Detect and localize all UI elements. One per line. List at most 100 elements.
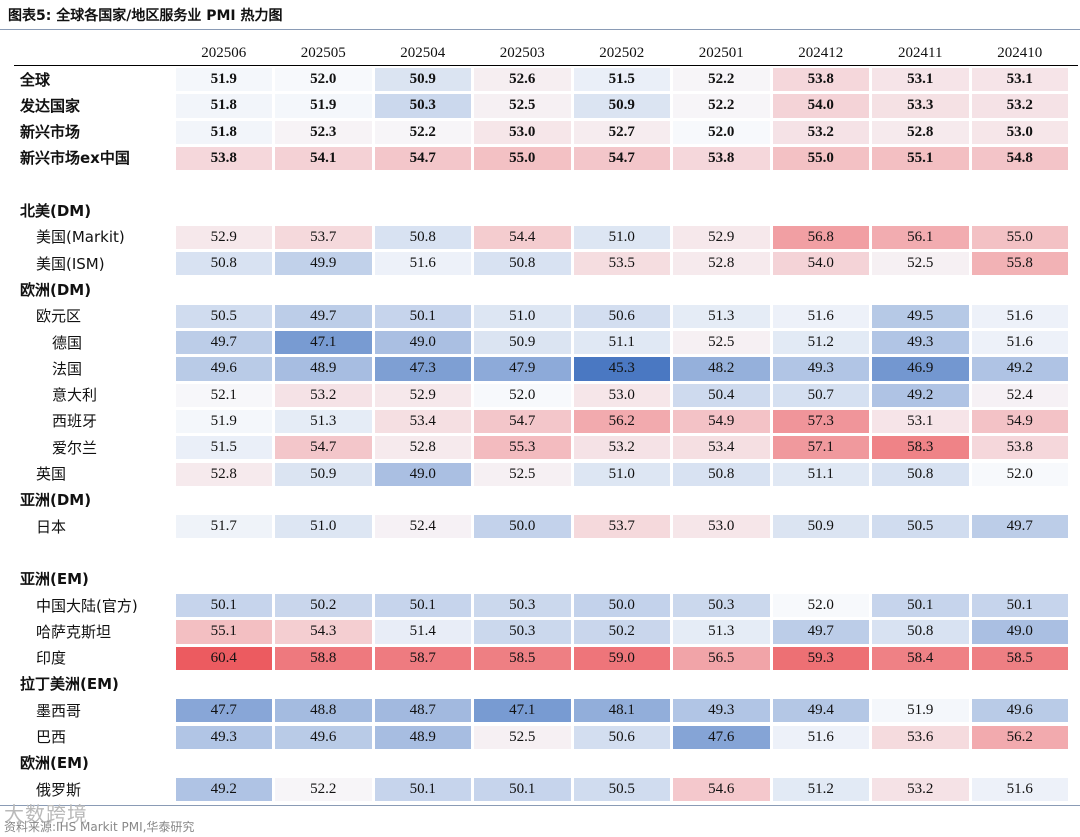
row-label: 意大利 — [52, 386, 98, 405]
heatmap-cell: 53.2 — [573, 436, 670, 460]
column-header: 202410 — [997, 44, 1043, 61]
heatmap-cell: 60.4 — [175, 646, 272, 670]
heatmap-cell: 51.0 — [275, 515, 372, 539]
heatmap-cell: 51.5 — [573, 68, 670, 92]
heatmap-cell: 58.5 — [474, 646, 571, 670]
heatmap-cell: 59.3 — [772, 646, 869, 670]
heatmap-cell: 55.8 — [971, 252, 1068, 276]
heatmap-cell: 54.0 — [772, 252, 869, 276]
heatmap-cell: 53.2 — [275, 383, 372, 407]
heatmap-cell: 49.0 — [374, 331, 471, 355]
heatmap-cell: 50.8 — [474, 252, 571, 276]
heatmap-cell: 52.8 — [175, 462, 272, 486]
heatmap-cell: 54.0 — [772, 94, 869, 118]
heatmap-cell: 53.7 — [275, 225, 372, 250]
row-label: 西班牙 — [52, 412, 98, 431]
heatmap-cell: 50.7 — [772, 383, 869, 407]
row-label: 新兴市场 — [20, 123, 81, 142]
heatmap-cell: 49.6 — [275, 725, 372, 749]
heatmap-cell: 50.5 — [175, 304, 272, 328]
heatmap-cell: 54.4 — [474, 225, 571, 250]
heatmap-cell: 49.4 — [772, 699, 869, 723]
heatmap-cell: 55.1 — [872, 146, 969, 171]
heatmap-cell: 55.0 — [971, 225, 1068, 250]
heatmap-cell: 49.2 — [872, 383, 969, 407]
heatmap-cell: 54.9 — [673, 409, 770, 434]
heatmap-cell: 49.3 — [175, 725, 272, 749]
heatmap-cell: 50.3 — [474, 594, 571, 618]
row-label: 发达国家 — [20, 96, 81, 115]
column-header: 202412 — [798, 44, 844, 61]
heatmap-cell: 54.7 — [275, 436, 372, 460]
heatmap-cell: 48.9 — [374, 725, 471, 749]
heatmap-cell: 52.8 — [673, 252, 770, 276]
heatmap-cell: 51.9 — [175, 409, 272, 434]
heatmap-cell: 49.2 — [175, 778, 272, 802]
heatmap-cell: 53.1 — [872, 409, 969, 434]
heatmap-cell: 52.0 — [772, 594, 869, 618]
row-label: 印度 — [36, 649, 67, 668]
row-label: 英国 — [36, 465, 67, 483]
heatmap-cell: 59.0 — [573, 646, 670, 670]
heatmap-cell: 53.2 — [971, 94, 1068, 118]
heatmap-cell: 51.9 — [175, 68, 272, 92]
row-label: 爱尔兰 — [52, 438, 98, 457]
heatmap-cell: 56.2 — [971, 725, 1068, 749]
heatmap-cell: 45.3 — [573, 357, 670, 381]
column-header: 202501 — [698, 44, 744, 61]
heatmap-cell: 51.1 — [573, 331, 670, 355]
title-divider — [0, 29, 1080, 30]
heatmap-cell: 52.3 — [275, 120, 372, 144]
row-label: 哈萨克斯坦 — [36, 622, 112, 641]
heatmap-cell: 56.1 — [872, 225, 969, 250]
heatmap-cell: 48.9 — [275, 357, 372, 381]
heatmap-cell: 50.6 — [573, 725, 670, 749]
heatmap-cell: 51.6 — [971, 778, 1068, 802]
row-label: 新兴市场ex中国 — [20, 149, 130, 168]
row-label: 日本 — [36, 517, 67, 536]
heatmap-cell: 52.9 — [673, 225, 770, 250]
heatmap-cell: 51.6 — [772, 304, 869, 328]
heatmap-cell: 57.3 — [772, 409, 869, 434]
heatmap-cell: 49.6 — [971, 699, 1068, 723]
heatmap-cell: 52.2 — [374, 120, 471, 144]
heatmap-cell: 58.8 — [275, 646, 372, 670]
heatmap-cell: 55.0 — [474, 146, 571, 171]
heatmap-cell: 51.9 — [872, 699, 969, 723]
heatmap-cell: 53.8 — [772, 68, 869, 92]
heatmap-cell: 53.6 — [872, 725, 969, 749]
heatmap-cell: 52.8 — [872, 120, 969, 144]
heatmap-cell: 50.9 — [573, 94, 670, 118]
column-header: 202505 — [300, 44, 346, 61]
column-header: 202504 — [400, 44, 446, 61]
heatmap-cell: 51.3 — [673, 304, 770, 328]
section-label: 欧洲(DM) — [20, 280, 92, 299]
heatmap-cell: 53.1 — [971, 68, 1068, 92]
heatmap-cell: 52.2 — [673, 68, 770, 92]
heatmap-cell: 53.5 — [573, 252, 670, 276]
heatmap-cell: 47.6 — [673, 725, 770, 749]
heatmap-cell: 53.0 — [673, 515, 770, 539]
heatmap-cell: 51.2 — [772, 331, 869, 355]
column-header: 202411 — [898, 44, 943, 61]
heatmap-cell: 51.3 — [275, 409, 372, 434]
heatmap-cell: 50.9 — [374, 68, 471, 92]
heatmap-cell: 51.7 — [175, 515, 272, 539]
heatmap-cell: 58.3 — [872, 436, 969, 460]
row-label: 墨西哥 — [36, 701, 82, 720]
heatmap-cell: 54.1 — [275, 146, 372, 171]
heatmap-cell: 49.3 — [673, 699, 770, 723]
heatmap-cell: 53.0 — [573, 383, 670, 407]
column-header: 202506 — [201, 44, 247, 61]
heatmap-cell: 52.6 — [474, 68, 571, 92]
heatmap-cell: 51.6 — [374, 252, 471, 276]
heatmap-cell: 50.1 — [872, 594, 969, 618]
bottom-divider — [0, 805, 1080, 806]
heatmap-cell: 52.9 — [374, 383, 471, 407]
heatmap-cell: 50.1 — [971, 594, 1068, 618]
heatmap-cell: 55.0 — [772, 146, 869, 171]
row-label: 美国(ISM) — [36, 254, 105, 273]
heatmap-cell: 52.2 — [275, 778, 372, 802]
heatmap-cell: 49.0 — [971, 620, 1068, 644]
heatmap-cell: 53.8 — [673, 146, 770, 171]
